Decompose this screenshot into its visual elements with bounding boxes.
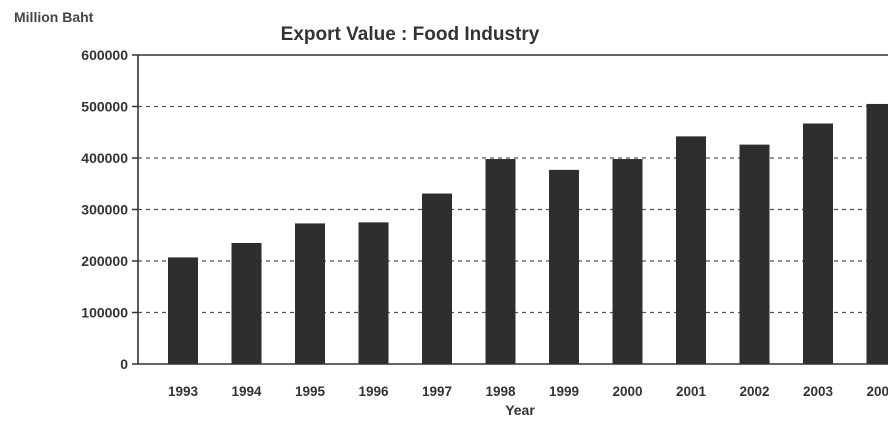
bar-2000 [612, 159, 643, 364]
y-axis-ticks: 0 100000 200000 300000 400000 500000 600000 [81, 47, 138, 372]
x-tick-label: 2001 [676, 384, 707, 399]
bar-1998 [485, 159, 516, 364]
bar-2001 [676, 136, 706, 364]
x-tick-label: 1994 [231, 384, 262, 399]
x-tick-label: 1995 [295, 384, 326, 399]
y-tick-label: 100000 [81, 305, 128, 321]
x-tick-label: 2002 [739, 384, 769, 399]
bar-1997 [422, 193, 452, 364]
y-tick-label: 600000 [81, 47, 128, 63]
y-tick-label: 200000 [81, 253, 128, 269]
chart-title: Export Value : Food Industry [281, 24, 540, 45]
x-tick-label: 1993 [168, 384, 199, 399]
bar-2004 [866, 103, 888, 365]
y-tick-label: 300000 [81, 202, 128, 218]
bar-1995 [295, 223, 325, 364]
y-axis-unit-label: Million Baht [14, 9, 94, 25]
bar-1996 [358, 222, 389, 364]
bar-2003 [803, 123, 833, 365]
x-axis-ticks: 1993 1994 1995 1996 1997 1998 1999 2000 2001 2002… [168, 384, 888, 399]
x-tick-label: 2000 [612, 384, 642, 399]
x-tick-label: 2004 [866, 384, 888, 399]
y-tick-label: 400000 [81, 150, 128, 166]
bar-1994 [231, 242, 262, 364]
y-tick-label: 0 [120, 356, 128, 372]
x-tick-label: 1997 [422, 384, 452, 399]
y-tick-label: 500000 [81, 99, 128, 115]
bar-1999 [549, 169, 579, 364]
x-tick-label: 1999 [549, 384, 579, 399]
bar-1993 [168, 257, 198, 364]
bars [168, 103, 888, 365]
x-tick-label: 2003 [803, 384, 834, 399]
x-tick-label: 1998 [485, 384, 516, 399]
x-axis-label: Year [505, 402, 535, 418]
bar-2002 [739, 144, 770, 364]
x-tick-label: 1996 [358, 384, 389, 399]
